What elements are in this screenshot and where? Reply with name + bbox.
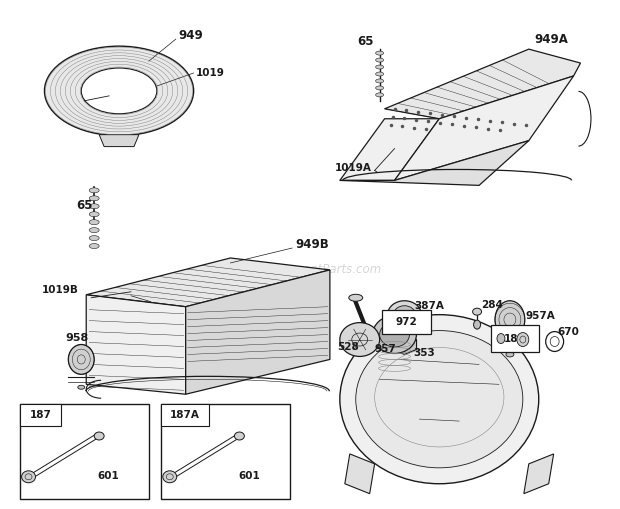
Ellipse shape bbox=[376, 51, 384, 55]
Ellipse shape bbox=[89, 188, 99, 193]
Text: 1019A: 1019A bbox=[335, 163, 372, 174]
Ellipse shape bbox=[340, 323, 379, 356]
Ellipse shape bbox=[89, 204, 99, 209]
Text: 353: 353 bbox=[414, 349, 435, 358]
Ellipse shape bbox=[497, 333, 505, 344]
Ellipse shape bbox=[517, 332, 529, 347]
Text: 187: 187 bbox=[30, 410, 51, 420]
Polygon shape bbox=[384, 49, 580, 119]
Text: 670: 670 bbox=[557, 327, 580, 336]
Ellipse shape bbox=[376, 93, 384, 97]
Ellipse shape bbox=[388, 301, 422, 329]
FancyBboxPatch shape bbox=[20, 404, 61, 426]
Text: 601: 601 bbox=[239, 471, 260, 481]
Ellipse shape bbox=[89, 228, 99, 233]
Ellipse shape bbox=[89, 244, 99, 248]
Ellipse shape bbox=[45, 46, 193, 136]
FancyBboxPatch shape bbox=[381, 309, 432, 333]
Text: 949: 949 bbox=[179, 29, 203, 42]
Ellipse shape bbox=[495, 301, 525, 338]
Ellipse shape bbox=[234, 432, 244, 440]
Text: 65: 65 bbox=[358, 35, 374, 48]
Text: 284: 284 bbox=[481, 300, 503, 309]
Ellipse shape bbox=[340, 315, 539, 484]
Text: eReplacementParts.com: eReplacementParts.com bbox=[238, 264, 382, 276]
Polygon shape bbox=[86, 295, 185, 394]
Ellipse shape bbox=[349, 294, 363, 301]
Polygon shape bbox=[185, 270, 330, 394]
Polygon shape bbox=[340, 140, 529, 185]
Ellipse shape bbox=[376, 58, 384, 62]
Ellipse shape bbox=[506, 352, 514, 357]
Ellipse shape bbox=[376, 72, 384, 76]
Ellipse shape bbox=[474, 320, 480, 329]
FancyBboxPatch shape bbox=[20, 404, 149, 499]
Text: 1019B: 1019B bbox=[42, 285, 78, 295]
Ellipse shape bbox=[373, 316, 417, 353]
Text: 957: 957 bbox=[374, 345, 396, 354]
Ellipse shape bbox=[22, 471, 35, 483]
Text: 957A: 957A bbox=[526, 310, 556, 321]
Ellipse shape bbox=[379, 322, 409, 347]
FancyBboxPatch shape bbox=[161, 404, 290, 499]
Text: 949B: 949B bbox=[295, 238, 329, 250]
Ellipse shape bbox=[89, 236, 99, 241]
Ellipse shape bbox=[356, 330, 523, 468]
Text: 958: 958 bbox=[65, 332, 89, 343]
Text: 949A: 949A bbox=[535, 33, 569, 46]
Ellipse shape bbox=[68, 345, 94, 374]
Polygon shape bbox=[345, 454, 374, 494]
Ellipse shape bbox=[94, 432, 104, 440]
Polygon shape bbox=[99, 135, 139, 147]
Ellipse shape bbox=[472, 308, 482, 315]
Polygon shape bbox=[392, 334, 417, 354]
Polygon shape bbox=[340, 119, 440, 180]
Text: 65: 65 bbox=[76, 199, 93, 212]
Ellipse shape bbox=[89, 212, 99, 217]
Polygon shape bbox=[86, 258, 330, 307]
Text: 188: 188 bbox=[504, 333, 526, 344]
Ellipse shape bbox=[399, 312, 409, 320]
Text: 601: 601 bbox=[97, 471, 119, 481]
Ellipse shape bbox=[89, 196, 99, 201]
Ellipse shape bbox=[89, 220, 99, 224]
FancyBboxPatch shape bbox=[161, 404, 208, 426]
Polygon shape bbox=[524, 454, 554, 494]
Text: 187A: 187A bbox=[170, 410, 200, 420]
Ellipse shape bbox=[376, 65, 384, 69]
Text: 528: 528 bbox=[337, 343, 358, 353]
Ellipse shape bbox=[376, 79, 384, 83]
Ellipse shape bbox=[81, 68, 157, 114]
Text: 1019: 1019 bbox=[196, 68, 224, 78]
Polygon shape bbox=[394, 76, 574, 180]
Ellipse shape bbox=[78, 385, 85, 389]
Text: 972: 972 bbox=[396, 317, 417, 327]
Ellipse shape bbox=[376, 86, 384, 90]
Ellipse shape bbox=[163, 471, 177, 483]
FancyBboxPatch shape bbox=[491, 325, 539, 352]
Text: 387A: 387A bbox=[414, 301, 445, 310]
Ellipse shape bbox=[394, 306, 415, 324]
